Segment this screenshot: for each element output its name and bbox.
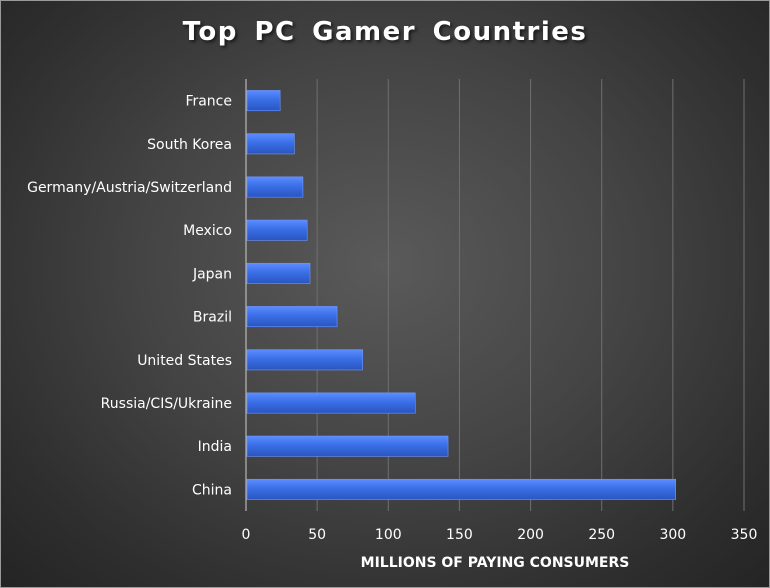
category-labels: France South Korea Germany/Austria/Switzer… — [27, 94, 232, 499]
x-axis-title: MILLIONS OF PAYING CONSUMERS — [361, 555, 630, 571]
category-label: United States — [137, 353, 232, 369]
category-label: China — [192, 482, 232, 498]
category-label: Russia/CIS/Ukraine — [101, 396, 232, 412]
x-tick-label: 300 — [659, 527, 686, 543]
x-tick-label: 150 — [446, 527, 473, 543]
category-label: Japan — [192, 266, 232, 282]
bars — [246, 90, 677, 500]
x-tick-label: 100 — [375, 527, 402, 543]
bar-united-states — [246, 349, 363, 371]
category-label: France — [185, 94, 232, 110]
bar-mexico — [246, 219, 308, 241]
bar-france — [246, 90, 281, 112]
bar-india — [246, 435, 449, 457]
category-label: South Korea — [147, 137, 232, 153]
x-tick-label: 350 — [731, 527, 758, 543]
bar-germany-austria-switzerland — [246, 176, 304, 198]
grid-lines — [245, 79, 745, 511]
x-tick-label: 50 — [308, 527, 326, 543]
x-tick-label: 250 — [588, 527, 615, 543]
category-label: Brazil — [193, 310, 232, 326]
category-label: Germany/Austria/Switzerland — [27, 180, 232, 196]
x-tick-label: 200 — [517, 527, 544, 543]
category-label: Mexico — [183, 223, 232, 239]
x-tick-labels: 0 50 100 150 200 250 300 350 — [242, 527, 758, 543]
bar-japan — [246, 262, 311, 284]
bar-china — [246, 478, 677, 500]
category-label: India — [198, 439, 232, 455]
x-tick-label: 0 — [242, 527, 251, 543]
bar-brazil — [246, 306, 338, 328]
bar-russia-cis-ukraine — [246, 392, 416, 414]
bar-south-korea — [246, 133, 295, 155]
chart-title: Top PC Gamer Countries — [182, 17, 588, 47]
